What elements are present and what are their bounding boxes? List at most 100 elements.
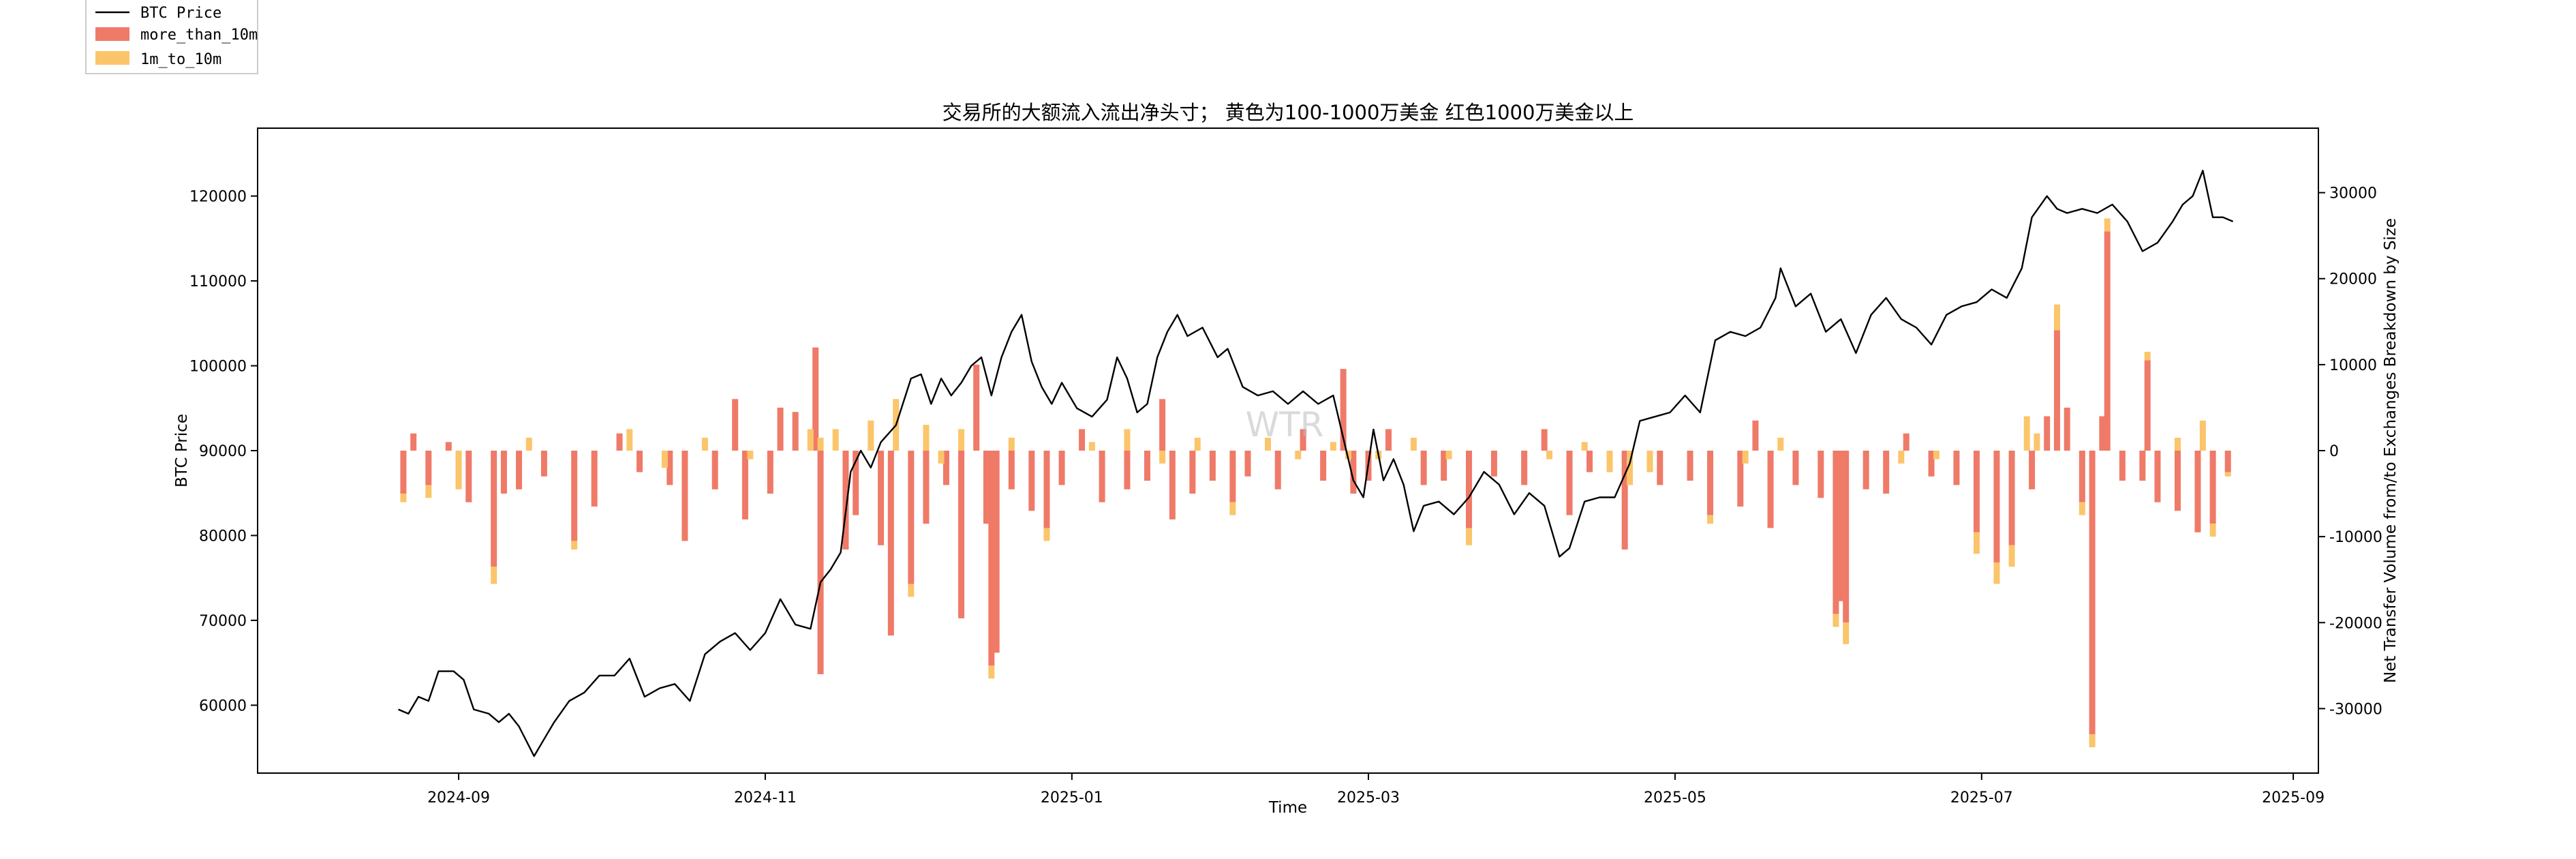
bar-more-than-10m	[2119, 451, 2126, 481]
bar-more-than-10m	[1767, 451, 1774, 528]
x-axis-label: Time	[1268, 799, 1307, 817]
x-tick-label: 2024-09	[427, 789, 490, 807]
bar-1m-to-10m	[958, 429, 965, 451]
bar-1m-to-10m	[1008, 438, 1015, 451]
y-left-tick-label: 110000	[189, 273, 247, 290]
bar-1m-to-10m	[1833, 614, 1839, 627]
bar-more-than-10m	[1420, 451, 1427, 485]
bar-more-than-10m	[1953, 451, 1960, 485]
bar-more-than-10m	[1340, 369, 1347, 451]
bar-more-than-10m	[1833, 451, 1839, 614]
bar-more-than-10m	[1586, 451, 1593, 472]
bar-1m-to-10m	[2224, 472, 2231, 477]
bar-more-than-10m	[445, 442, 452, 451]
y-left-tick-label: 70000	[199, 613, 247, 630]
legend-more-than-10m-swatch	[95, 27, 129, 41]
bar-1m-to-10m	[2144, 351, 2151, 361]
bar-1m-to-10m	[923, 425, 930, 451]
bar-more-than-10m	[2008, 451, 2015, 545]
bar-more-than-10m	[1843, 451, 1850, 623]
bar-1m-to-10m	[868, 420, 874, 451]
bar-more-than-10m	[1300, 429, 1306, 451]
bar-1m-to-10m	[988, 665, 995, 679]
x-tick-label: 2025-07	[1950, 789, 2013, 807]
bar-more-than-10m	[887, 451, 894, 636]
bar-1m-to-10m	[1646, 451, 1653, 472]
y-axis-right-label: Net Transfer Volume from/to Exchanges Br…	[2382, 218, 2399, 683]
bar-more-than-10m	[2144, 360, 2151, 451]
bar-1m-to-10m	[1043, 528, 1050, 541]
bar-more-than-10m	[1189, 451, 1196, 494]
bar-more-than-10m	[973, 364, 980, 451]
bar-more-than-10m	[1209, 451, 1216, 481]
y-right-tick-label: 20000	[2329, 271, 2377, 288]
bar-more-than-10m	[1079, 429, 1086, 451]
bar-1m-to-10m	[1546, 451, 1553, 459]
bar-1m-to-10m	[1742, 451, 1749, 464]
bar-more-than-10m	[853, 451, 859, 515]
bar-more-than-10m	[637, 451, 643, 472]
bar-1m-to-10m	[817, 438, 824, 451]
bar-1m-to-10m	[1194, 438, 1201, 451]
bar-more-than-10m	[988, 451, 995, 666]
bar-more-than-10m	[1521, 451, 1528, 485]
legend: BTC Price more_than_10m 1m_to_10m	[85, 0, 258, 74]
bar-more-than-10m	[1818, 451, 1824, 498]
legend-more-than-10m-label: more_than_10m	[140, 27, 258, 44]
x-axis: 2024-09 2024-11 2025-01 2025-03 2025-05 2025-…	[427, 773, 2325, 807]
bar-1m-to-10m	[1627, 451, 1634, 485]
bar-more-than-10m	[1058, 451, 1065, 485]
bar-more-than-10m	[1274, 451, 1281, 489]
bar-1m-to-10m	[1295, 451, 1302, 459]
bar-more-than-10m	[2079, 451, 2085, 502]
bar-1m-to-10m	[1330, 442, 1336, 451]
bar-more-than-10m	[666, 451, 673, 485]
x-tick-label: 2024-11	[734, 789, 797, 807]
bar-more-than-10m	[1657, 451, 1663, 485]
y-left-tick-label: 120000	[189, 189, 247, 206]
bar-more-than-10m	[1752, 420, 1759, 451]
bar-more-than-10m	[2053, 330, 2060, 451]
bar-layer	[400, 218, 2231, 748]
bar-1m-to-10m	[661, 451, 668, 468]
bar-1m-to-10m	[1410, 438, 1417, 451]
bar-1m-to-10m	[1345, 451, 1352, 459]
bar-1m-to-10m	[2199, 420, 2206, 451]
bar-more-than-10m	[1792, 451, 1799, 485]
bar-more-than-10m	[2154, 451, 2161, 502]
bar-more-than-10m	[1687, 451, 1693, 481]
bar-more-than-10m	[1124, 451, 1131, 489]
bar-1m-to-10m	[2008, 545, 2015, 567]
bar-more-than-10m	[2029, 451, 2036, 489]
bar-1m-to-10m	[1973, 532, 1980, 554]
bar-1m-to-10m	[455, 451, 462, 489]
bar-1m-to-10m	[400, 494, 407, 502]
bar-more-than-10m	[732, 399, 739, 451]
bar-more-than-10m	[1466, 451, 1473, 528]
bar-more-than-10m	[1490, 451, 1497, 477]
bar-1m-to-10m	[1933, 451, 1939, 459]
bar-more-than-10m	[1928, 451, 1935, 477]
bar-more-than-10m	[958, 451, 965, 618]
bar-1m-to-10m	[1229, 502, 1236, 515]
bar-more-than-10m	[491, 451, 497, 567]
chart-title: 交易所的大额流入流出净头寸； 黄色为100-1000万美金 红色1000万美金以…	[942, 101, 1634, 124]
bar-1m-to-10m	[1445, 451, 1452, 459]
bar-more-than-10m	[1099, 451, 1105, 502]
bar-1m-to-10m	[832, 429, 839, 451]
bar-more-than-10m	[1707, 451, 1714, 515]
bar-more-than-10m	[1441, 451, 1447, 481]
bar-1m-to-10m	[425, 485, 432, 498]
bar-more-than-10m	[425, 451, 432, 485]
bar-more-than-10m	[993, 451, 1000, 653]
btc-price-line	[398, 169, 2234, 757]
x-tick-label: 2025-09	[2262, 789, 2325, 807]
bar-more-than-10m	[1244, 451, 1251, 477]
bar-more-than-10m	[1737, 451, 1744, 507]
bar-1m-to-10m	[1264, 438, 1271, 451]
x-tick-label: 2025-03	[1337, 789, 1400, 807]
bar-more-than-10m	[410, 433, 417, 451]
bar-1m-to-10m	[1581, 442, 1588, 451]
bar-1m-to-10m	[2174, 438, 2181, 451]
